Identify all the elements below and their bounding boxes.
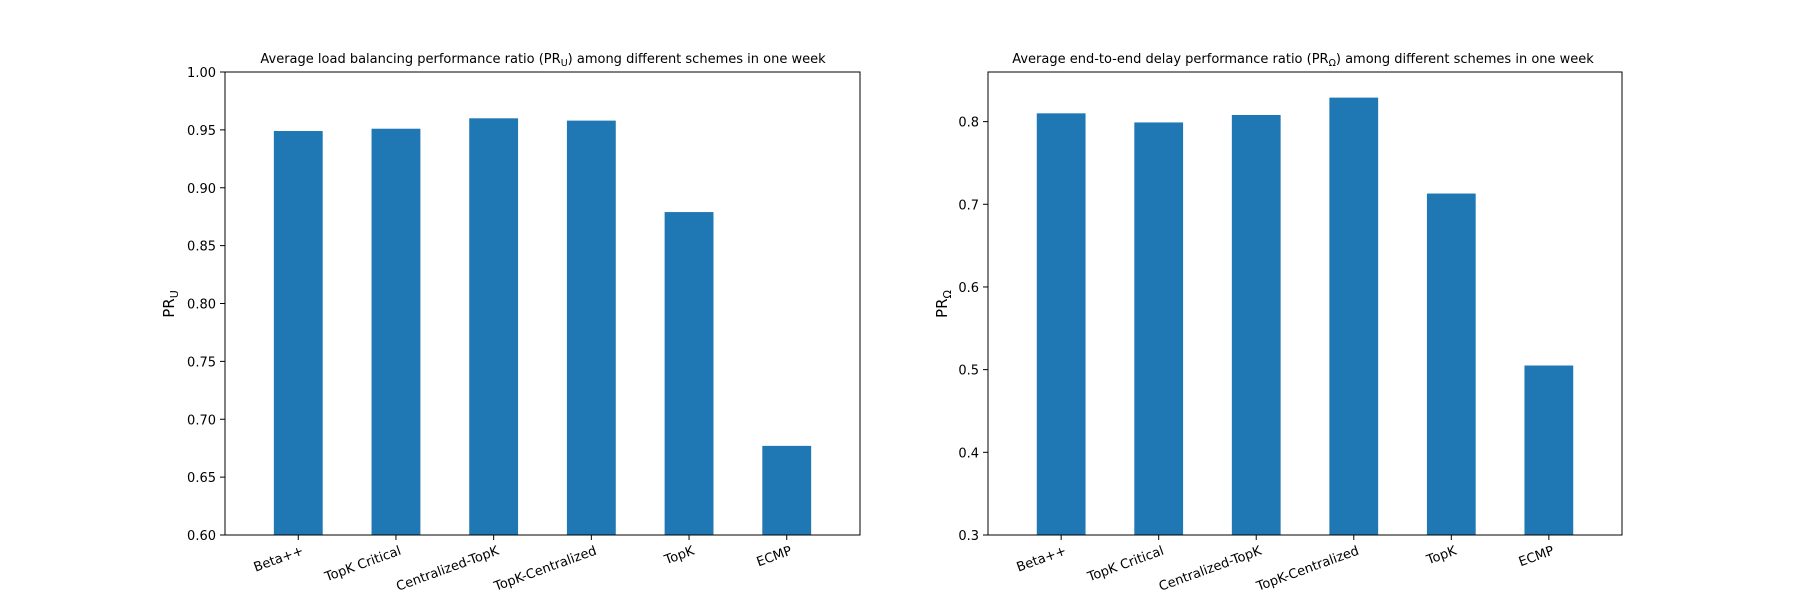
bar [1524,365,1574,535]
y-tick-label: 0.60 [187,529,216,544]
bar [664,212,714,535]
chart-title: Average end-to-end delay performance rat… [1012,52,1594,69]
y-tick-label: 0.75 [187,355,216,370]
axes-frame [987,71,1623,536]
y-tick-label: 0.7 [958,198,979,213]
y-tick-label: 0.6 [958,281,979,296]
y-tick-label: 0.65 [187,471,216,486]
chart-load-balancing: Average load balancing performance ratio… [160,52,861,595]
y-tick-label: 0.80 [187,298,216,313]
bar [1134,122,1184,536]
y-tick-label: 0.90 [187,182,216,197]
bar [762,445,812,535]
y-tick-label: 0.3 [958,529,979,544]
y-tick-label: 0.4 [958,446,979,461]
bar [1231,114,1281,536]
bar [273,131,323,535]
plot-area: 0.600.650.700.750.800.850.900.951.00Beta… [187,66,861,595]
y-tick-label: 0.70 [187,413,216,428]
y-axis-label: PRU [160,290,181,318]
y-tick-label: 0.95 [187,124,216,139]
chart-title: Average load balancing performance ratio… [260,52,826,69]
bar [1036,113,1086,535]
y-tick-label: 1.00 [187,66,216,81]
bar [1329,97,1379,535]
bar [566,120,616,536]
y-tick-label: 0.85 [187,240,216,255]
bar [469,118,519,536]
y-tick-label: 0.8 [958,116,979,131]
y-tick-label: 0.5 [958,364,979,379]
bar [371,128,421,535]
bar [1426,193,1476,536]
y-axis-label: PRΩ [933,290,954,318]
